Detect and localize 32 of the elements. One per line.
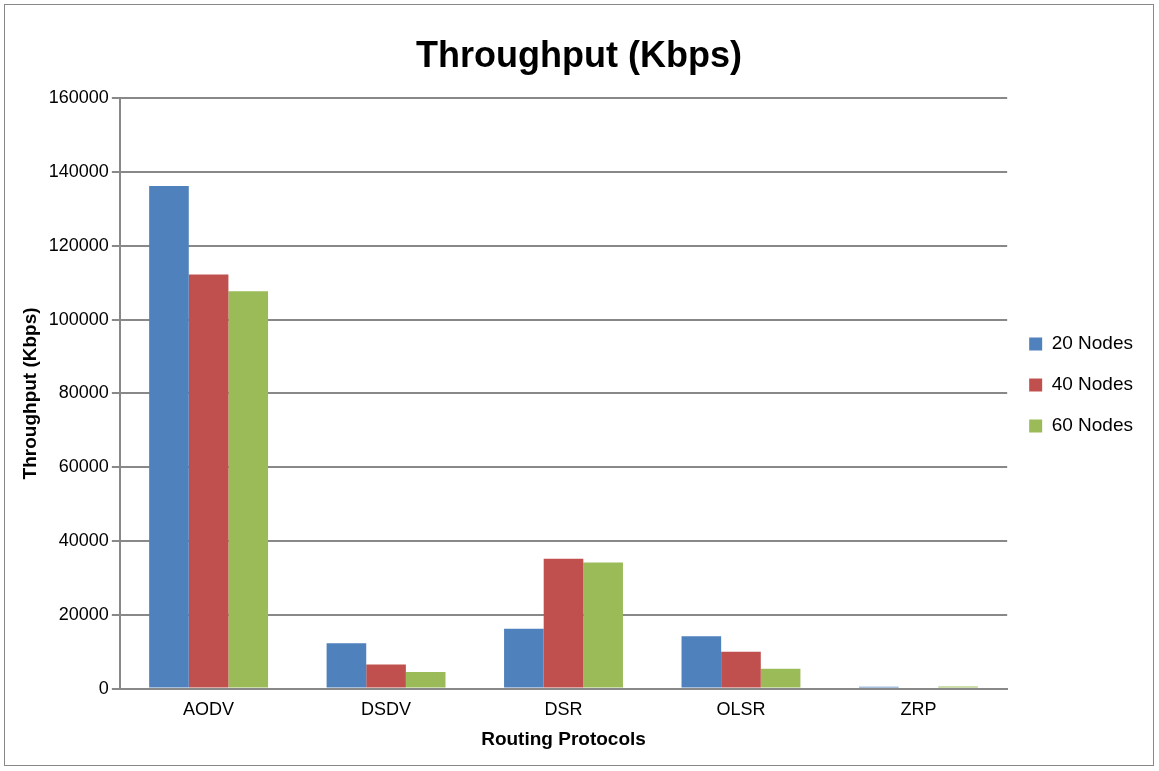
x-tick-label: DSR <box>544 699 583 720</box>
bar <box>228 291 269 688</box>
bar <box>405 672 446 688</box>
bar <box>543 558 584 688</box>
bar <box>149 186 189 688</box>
bar <box>326 643 367 688</box>
y-tick-label: 0 <box>98 677 109 698</box>
y-tick-label: 140000 <box>48 160 109 181</box>
bar <box>681 636 722 688</box>
x-axis-title: Routing Protocols <box>481 727 646 749</box>
x-tick-label: OLSR <box>716 699 766 720</box>
y-tick-label: 40000 <box>58 529 109 550</box>
y-tick-label: 80000 <box>58 382 109 403</box>
chart-title: Throughput (Kbps) <box>416 33 742 75</box>
y-tick-label: 60000 <box>58 456 109 477</box>
y-tick-label: 120000 <box>48 234 109 255</box>
y-tick-label: 100000 <box>48 308 109 329</box>
legend-label: 20 Nodes <box>1051 332 1134 354</box>
legend-label: 40 Nodes <box>1051 373 1134 395</box>
bar <box>366 664 406 688</box>
bar <box>583 562 623 688</box>
x-tick-label: AODV <box>183 699 235 720</box>
bar <box>721 651 761 688</box>
legend-label: 60 Nodes <box>1051 414 1134 436</box>
bar <box>760 668 801 688</box>
y-tick-label: 160000 <box>48 87 109 108</box>
x-tick-label: DSDV <box>361 699 412 720</box>
bar <box>188 274 229 688</box>
x-tick-label: ZRP <box>900 699 937 720</box>
y-tick-label: 20000 <box>58 603 109 624</box>
y-axis-title: Throughput (Kbps) <box>18 307 40 480</box>
bar <box>504 628 544 688</box>
